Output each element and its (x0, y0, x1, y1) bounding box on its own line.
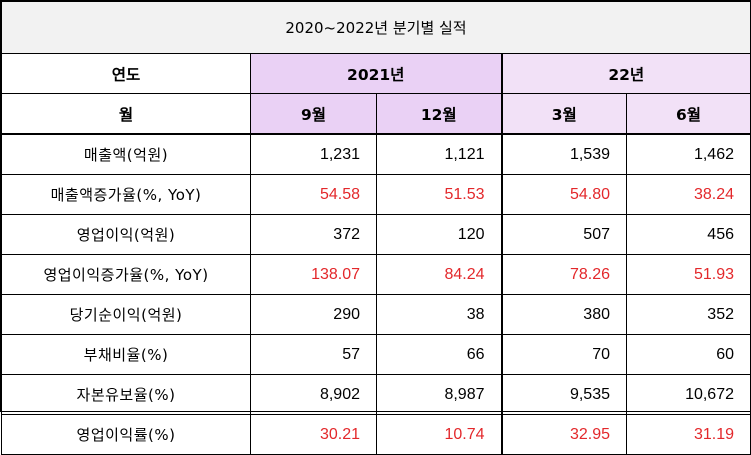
table-row: 당기순이익(억원) 290 38 380 352 (1, 294, 751, 335)
month-header: 12월 (376, 93, 502, 135)
table-row: 영업이익률(%) 30.21 10.74 32.95 31.19 (1, 414, 751, 455)
table-cell: 10.74 (376, 414, 502, 455)
year-22-header: 22년 (500, 53, 751, 94)
table-cell: 9,535 (500, 374, 627, 415)
row-label: 영업이익증가율(%, YoY) (1, 254, 251, 295)
row-label: 매출액증가율(%, YoY) (1, 174, 251, 215)
row-label: 자본유보율(%) (1, 374, 251, 415)
table-cell: 54.58 (250, 174, 377, 215)
row-label: 당기순이익(억원) (1, 294, 251, 335)
table-cell: 30.21 (250, 414, 377, 455)
table-cell: 380 (500, 294, 627, 335)
table-cell: 8,902 (250, 374, 377, 415)
table-cell: 120 (376, 214, 502, 255)
table-cell: 60 (626, 334, 751, 375)
year-2021-header: 2021년 (250, 53, 502, 94)
row-label: 영업이익(억원) (1, 214, 251, 255)
table-cell: 138.07 (250, 254, 377, 295)
table-cell: 1,462 (626, 133, 751, 175)
year-header-row: 연도 2021년 22년 (1, 53, 751, 94)
month-label: 월 (1, 93, 251, 135)
table-cell: 31.19 (626, 414, 751, 455)
month-header: 3월 (500, 93, 627, 135)
table-cell: 54.80 (500, 174, 627, 215)
table-cell: 1,231 (250, 133, 377, 175)
year-label: 연도 (1, 53, 251, 94)
table-cell: 66 (376, 334, 502, 375)
table-cell: 70 (500, 334, 627, 375)
table-body: 매출액(억원) 1,231 1,121 1,539 1,462 매출액증가율(%, YoY… (1, 133, 751, 455)
table-title: 2020~2022년 분기별 실적 (1, 1, 751, 54)
table-cell: 51.93 (626, 254, 751, 295)
table-cell: 290 (250, 294, 377, 335)
table-row: 부채비율(%) 57 66 70 60 (1, 334, 751, 375)
table-row: 매출액(억원) 1,231 1,121 1,539 1,462 (1, 133, 751, 175)
table-cell: 10,672 (626, 374, 751, 415)
table-cell: 51.53 (376, 174, 502, 215)
table-row: 매출액증가율(%, YoY) 54.58 51.53 54.80 38.24 (1, 174, 751, 215)
table-cell: 507 (500, 214, 627, 255)
table-cell: 456 (626, 214, 751, 255)
table-cell: 1,539 (500, 133, 627, 175)
month-header-row: 월 9월 12월 3월 6월 (1, 93, 751, 135)
title-row: 2020~2022년 분기별 실적 (1, 1, 751, 54)
month-header: 9월 (250, 93, 377, 135)
table-cell: 1,121 (376, 133, 502, 175)
table-row: 영업이익증가율(%, YoY) 138.07 84.24 78.26 51.93 (1, 254, 751, 295)
row-label: 부채비율(%) (1, 334, 251, 375)
table-cell: 8,987 (376, 374, 502, 415)
table-cell: 84.24 (376, 254, 502, 295)
table-row: 영업이익(억원) 372 120 507 456 (1, 214, 751, 255)
table-cell: 38 (376, 294, 502, 335)
row-label: 영업이익률(%) (1, 414, 251, 455)
table-cell: 352 (626, 294, 751, 335)
table-cell: 38.24 (626, 174, 751, 215)
table-cell: 57 (250, 334, 377, 375)
table-cell: 78.26 (500, 254, 627, 295)
table-row: 자본유보율(%) 8,902 8,987 9,535 10,672 (1, 374, 751, 415)
month-header: 6월 (626, 93, 751, 135)
row-label: 매출액(억원) (1, 133, 251, 175)
table-cell: 32.95 (500, 414, 627, 455)
table-cell: 372 (250, 214, 377, 255)
